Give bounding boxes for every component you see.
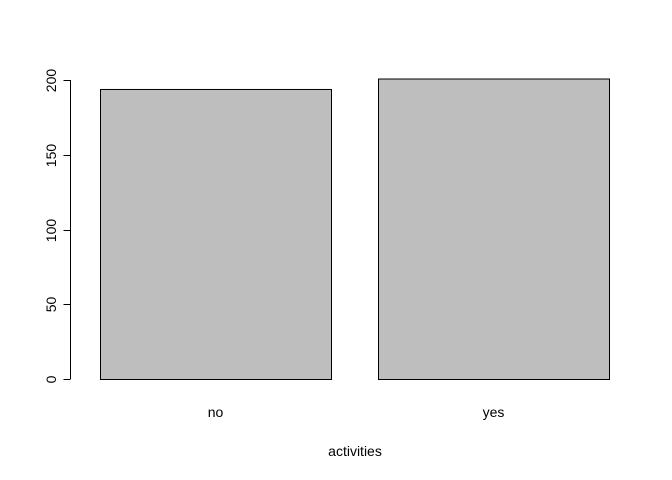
x-tick-label-no: no bbox=[208, 404, 224, 420]
x-axis-category-labels: no yes bbox=[208, 404, 505, 420]
y-tick-label-0: 0 bbox=[43, 375, 59, 383]
x-tick-label-yes: yes bbox=[483, 404, 505, 420]
y-tick-label-50: 50 bbox=[43, 297, 59, 313]
y-tick-label-100: 100 bbox=[43, 219, 59, 243]
y-tick-label-150: 150 bbox=[43, 144, 59, 168]
x-axis-title: activities bbox=[328, 443, 382, 459]
bar-yes bbox=[378, 78, 610, 380]
y-tick-label-200: 200 bbox=[43, 69, 59, 93]
bar-no bbox=[100, 88, 332, 380]
bars-group bbox=[100, 78, 610, 380]
y-axis: 0 50 100 150 200 bbox=[43, 69, 71, 383]
